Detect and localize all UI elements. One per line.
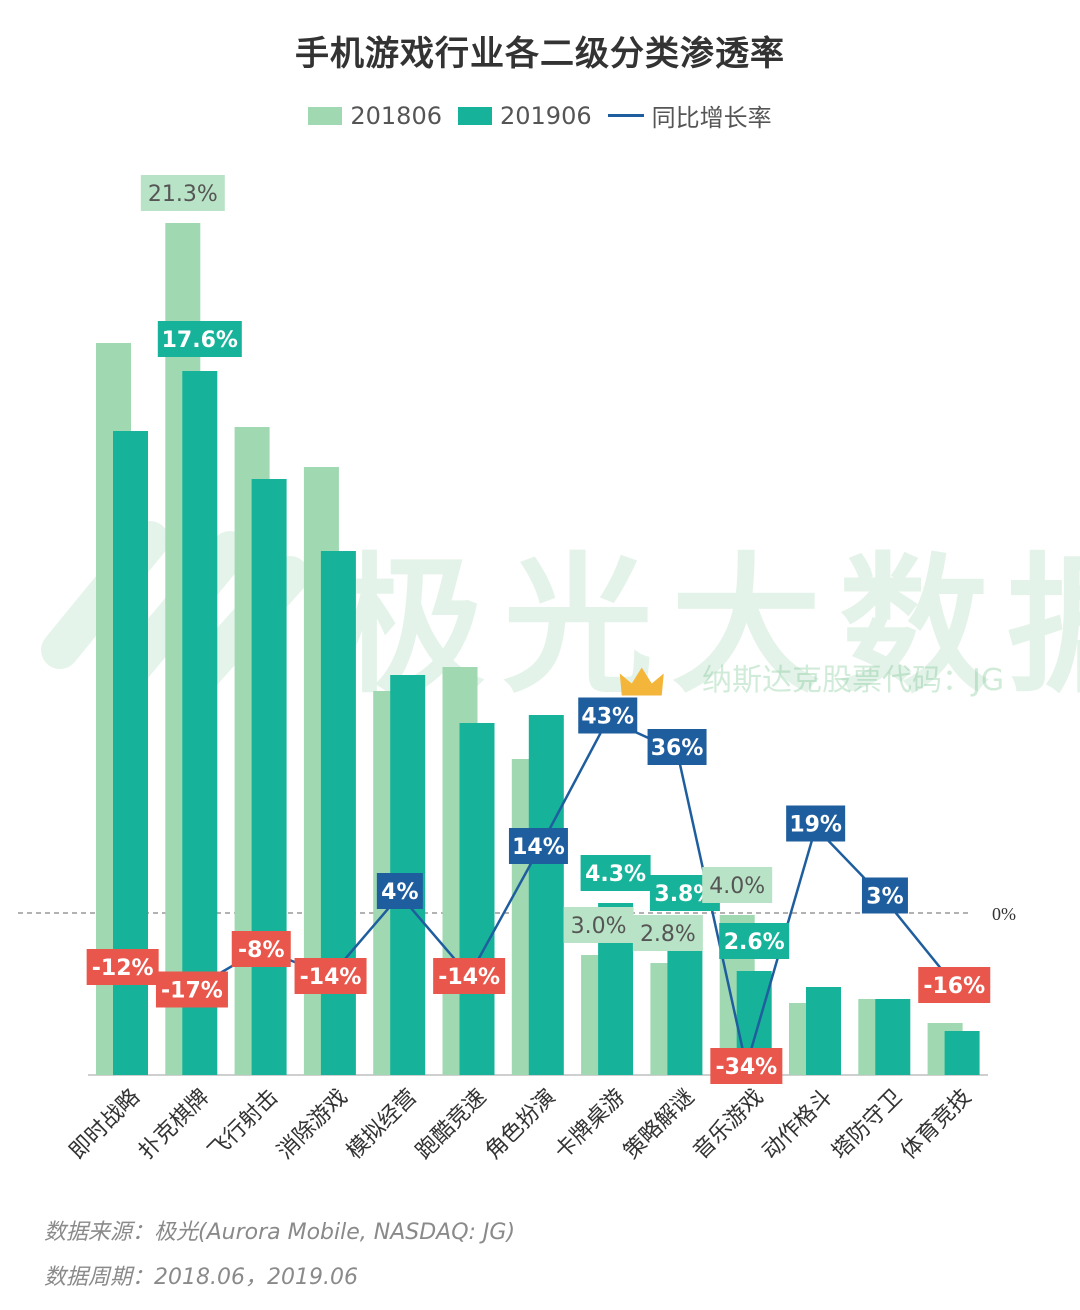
growth-label-10-box (786, 805, 846, 842)
growth-label-4: 4% (381, 880, 418, 905)
growth-label-2: -8% (238, 938, 284, 963)
legend-item-growth: 同比增长率 (607, 98, 772, 133)
growth-label-11: 3% (866, 885, 903, 910)
category-label-8: 策略解谜 (619, 1085, 699, 1165)
growth-label-8: 36% (651, 736, 704, 761)
legend-item-201806: 201806 (308, 102, 442, 130)
growth-label-2-box (231, 931, 291, 967)
legend-swatch-201906 (458, 106, 492, 125)
bar-label-6-box (702, 867, 773, 903)
footer-period: 数据周期：2018.06，2019.06 (44, 1265, 358, 1290)
category-label-3: 消除游戏 (273, 1085, 353, 1165)
legend-label-growth: 同比增长率 (651, 104, 772, 132)
watermark-subtext: 纳斯达克股票代码：JG (702, 663, 1005, 698)
bar-label-1: 17.6% (162, 328, 238, 353)
growth-label-11-box (861, 877, 908, 914)
bar-label-0-box (140, 175, 225, 211)
growth-label-6: 14% (512, 835, 565, 860)
growth-label-7: 43% (581, 705, 634, 730)
bar-201906-11 (875, 999, 911, 1075)
bar-label-3-box (580, 855, 651, 891)
bar-label-4-box (632, 915, 703, 951)
bar-label-1-box (157, 321, 242, 357)
bar-label-7: 2.6% (724, 930, 785, 955)
growth-label-8-box (647, 729, 707, 765)
growth-label-12-box (918, 967, 991, 1003)
bar-201906-2 (251, 479, 287, 1075)
bar-label-2-box (563, 907, 634, 943)
chart-title: 手机游戏行业各二级分类渗透率 (295, 34, 785, 74)
legend-label-201906: 201906 (500, 101, 592, 130)
growth-label-9-box (710, 1048, 783, 1084)
growth-label-0-box (86, 949, 159, 985)
growth-label-7-box (578, 697, 638, 734)
bar-label-4: 2.8% (640, 922, 696, 947)
footer-source: 数据来源：极光(Aurora Mobile, NASDAQ: JG) (44, 1220, 516, 1245)
bar-label-3: 4.3% (585, 862, 646, 887)
bar-201906-1 (182, 371, 218, 1075)
category-label-1: 扑克棋牌 (134, 1085, 214, 1165)
category-label-12: 体育竞技 (897, 1085, 977, 1165)
growth-label-10: 19% (789, 813, 842, 838)
category-label-7: 卡牌桌游 (550, 1085, 630, 1165)
category-label-0: 即时战略 (65, 1085, 145, 1165)
category-label-9: 音乐游戏 (689, 1085, 769, 1165)
category-label-10: 动作格斗 (758, 1085, 838, 1165)
legend: 201806 201906 同比增长率 (0, 98, 1080, 133)
category-label-11: 塔防守卫 (827, 1085, 907, 1165)
growth-label-5-box (433, 958, 506, 994)
bar-label-0: 21.3% (148, 182, 218, 207)
bar-label-7-box (719, 923, 790, 959)
category-label-2: 飞行射击 (204, 1085, 284, 1165)
growth-label-1: -17% (161, 979, 223, 1004)
category-label-5: 跑酷竞速 (411, 1085, 491, 1165)
bar-label-6: 4.0% (709, 874, 765, 899)
legend-swatch-201806 (308, 106, 343, 125)
category-label-4: 模拟经营 (342, 1085, 422, 1165)
legend-swatch-growth (607, 114, 644, 117)
legend-label-201806: 201806 (350, 101, 442, 130)
growth-label-4-box (376, 873, 423, 909)
growth-label-0: -12% (92, 956, 154, 981)
growth-label-12: -16% (923, 974, 985, 999)
growth-label-6-box (508, 828, 568, 864)
bar-201906-10 (806, 987, 841, 1075)
legend-item-201906: 201906 (458, 102, 592, 130)
growth-label-9: -34% (715, 1055, 777, 1080)
growth-label-1-box (155, 971, 228, 1008)
category-label-6: 角色扮演 (481, 1085, 561, 1165)
bar-201906-6 (528, 715, 564, 1075)
bar-201906-3 (320, 551, 356, 1075)
zero-label: 0% (992, 904, 1016, 924)
growth-label-3: -14% (300, 965, 362, 990)
bar-label-2: 3.0% (571, 914, 627, 939)
growth-label-3-box (294, 958, 367, 994)
growth-label-5: -14% (438, 965, 500, 990)
crown-icon (619, 667, 664, 696)
bar-201906-12 (944, 1031, 980, 1075)
bar-201906-5 (459, 723, 495, 1075)
